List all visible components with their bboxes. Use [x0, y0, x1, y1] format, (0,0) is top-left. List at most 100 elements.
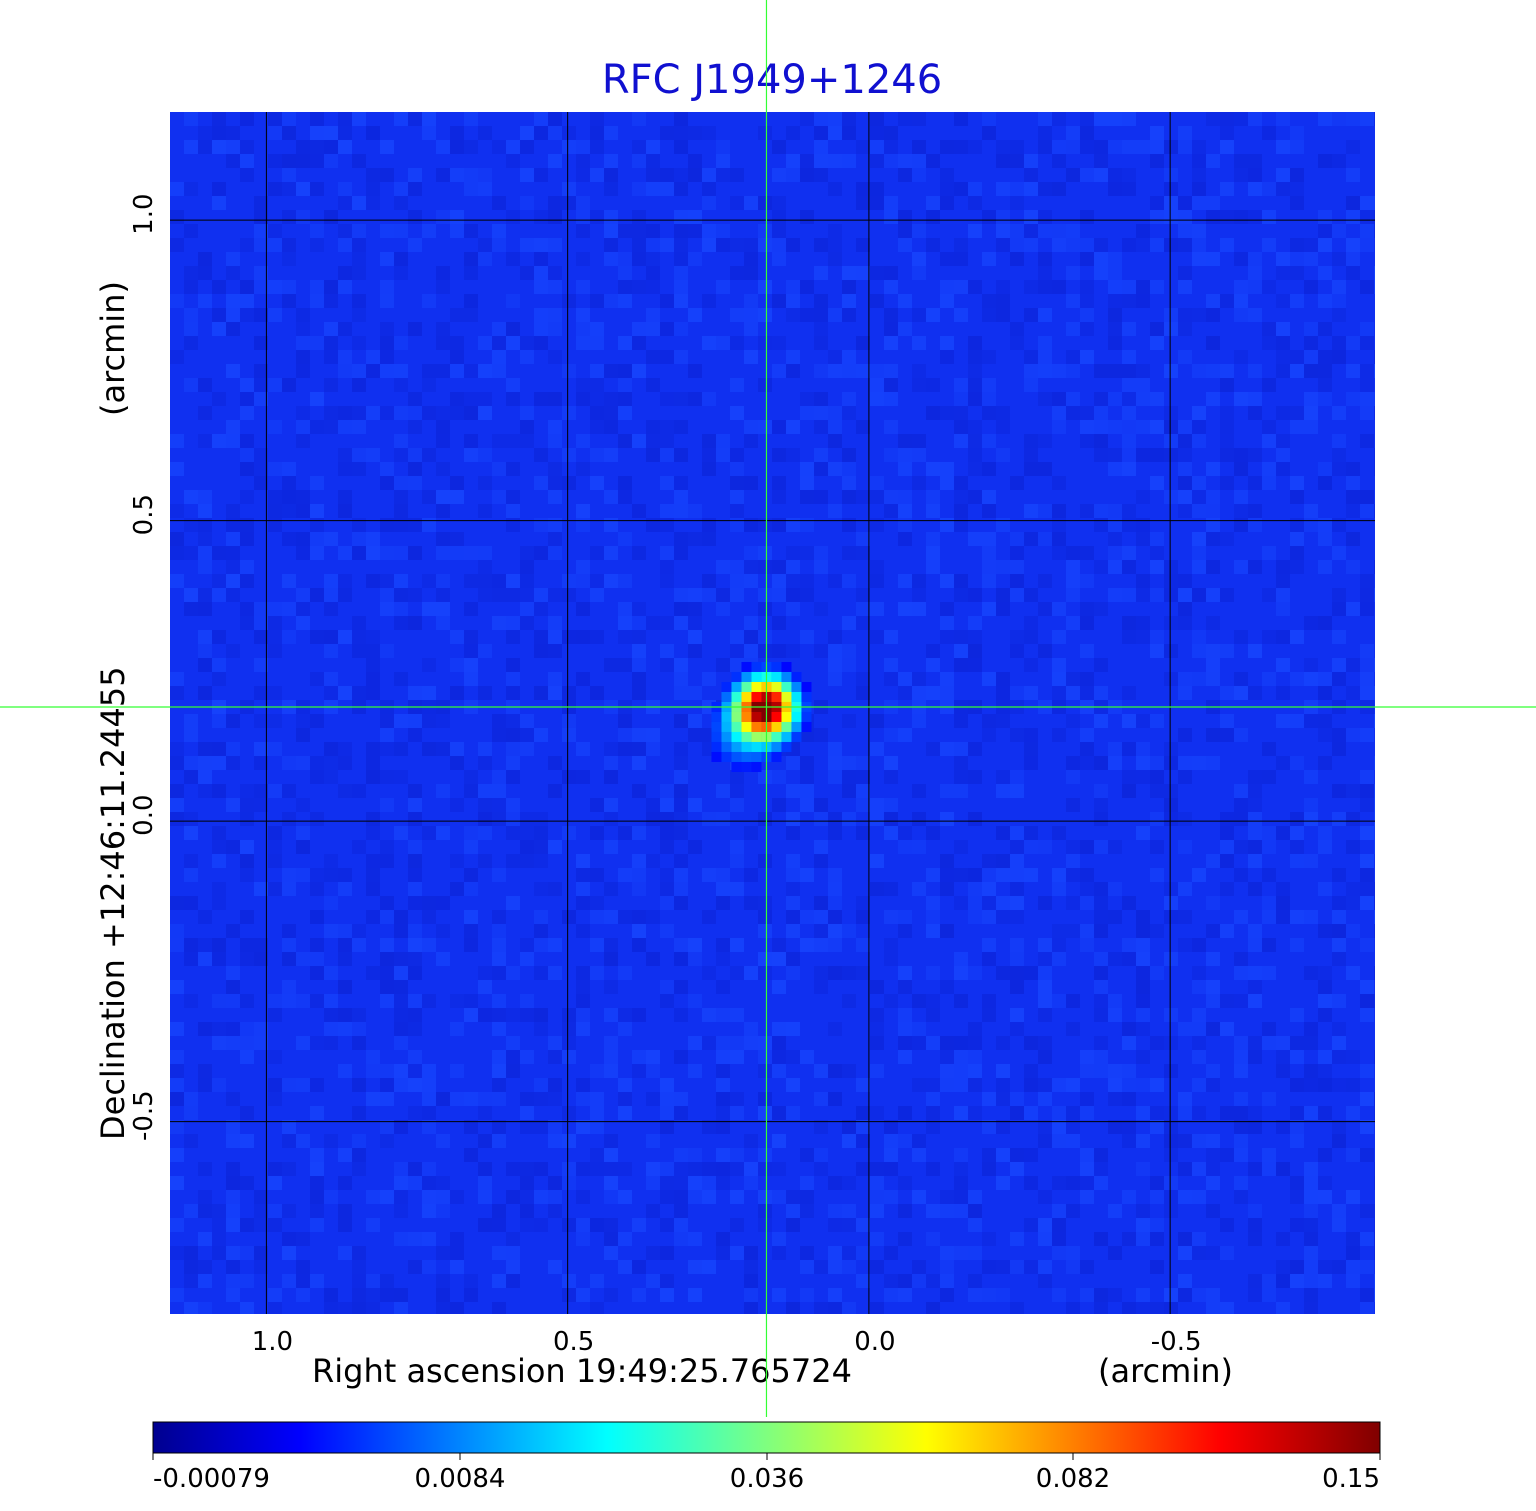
source-pixel: [771, 681, 782, 692]
noise-cell: [366, 812, 380, 826]
noise-cell: [184, 868, 198, 882]
noise-cell: [352, 462, 366, 476]
noise-cell: [226, 1274, 240, 1288]
noise-cell: [1108, 140, 1122, 154]
noise-cell: [534, 728, 548, 742]
noise-cell: [1178, 434, 1192, 448]
noise-cell: [450, 994, 464, 1008]
noise-cell: [1066, 854, 1080, 868]
noise-cell: [492, 1246, 506, 1260]
noise-cell: [548, 1204, 562, 1218]
noise-cell: [968, 1050, 982, 1064]
noise-cell: [1122, 896, 1136, 910]
noise-cell: [772, 294, 786, 308]
noise-cell: [254, 476, 268, 490]
noise-cell: [982, 490, 996, 504]
noise-cell: [828, 1176, 842, 1190]
noise-cell: [814, 308, 828, 322]
noise-cell: [1094, 1148, 1108, 1162]
noise-cell: [604, 518, 618, 532]
noise-cell: [716, 1008, 730, 1022]
noise-cell: [1346, 392, 1360, 406]
noise-cell: [1360, 1064, 1374, 1078]
noise-cell: [1220, 714, 1234, 728]
noise-cell: [338, 140, 352, 154]
noise-cell: [324, 742, 338, 756]
noise-cell: [800, 308, 814, 322]
noise-cell: [1374, 448, 1375, 462]
noise-cell: [422, 1120, 436, 1134]
noise-cell: [702, 238, 716, 252]
noise-cell: [674, 686, 688, 700]
noise-cell: [226, 980, 240, 994]
noise-cell: [1248, 840, 1262, 854]
noise-cell: [352, 532, 366, 546]
noise-cell: [996, 420, 1010, 434]
noise-cell: [786, 350, 800, 364]
noise-cell: [1066, 1246, 1080, 1260]
noise-cell: [968, 336, 982, 350]
noise-cell: [1234, 518, 1248, 532]
noise-cell: [464, 364, 478, 378]
noise-cell: [1150, 924, 1164, 938]
noise-cell: [520, 994, 534, 1008]
noise-cell: [954, 1050, 968, 1064]
noise-cell: [184, 280, 198, 294]
noise-cell: [422, 714, 436, 728]
noise-cell: [730, 504, 744, 518]
noise-cell: [1192, 1106, 1206, 1120]
noise-cell: [1290, 1120, 1304, 1134]
noise-cell: [828, 924, 842, 938]
noise-cell: [744, 1260, 758, 1274]
noise-cell: [1234, 1120, 1248, 1134]
noise-cell: [940, 1260, 954, 1274]
noise-cell: [814, 1302, 828, 1314]
noise-cell: [1024, 1176, 1038, 1190]
noise-cell: [548, 112, 562, 126]
noise-cell: [730, 658, 744, 672]
noise-cell: [366, 1274, 380, 1288]
noise-cell: [758, 1204, 772, 1218]
noise-cell: [1290, 420, 1304, 434]
noise-cell: [1346, 1106, 1360, 1120]
noise-cell: [842, 784, 856, 798]
noise-cell: [856, 966, 870, 980]
noise-cell: [814, 406, 828, 420]
noise-cell: [184, 518, 198, 532]
noise-cell: [870, 812, 884, 826]
noise-cell: [1094, 1064, 1108, 1078]
noise-cell: [170, 504, 184, 518]
noise-cell: [1290, 1050, 1304, 1064]
noise-cell: [282, 154, 296, 168]
noise-cell: [772, 938, 786, 952]
noise-cell: [548, 672, 562, 686]
noise-cell: [1164, 1064, 1178, 1078]
noise-cell: [562, 910, 576, 924]
noise-cell: [254, 686, 268, 700]
noise-cell: [940, 980, 954, 994]
noise-cell: [464, 644, 478, 658]
noise-cell: [800, 210, 814, 224]
noise-cell: [576, 336, 590, 350]
noise-cell: [870, 140, 884, 154]
noise-cell: [1262, 770, 1276, 784]
noise-cell: [660, 1218, 674, 1232]
plot-area: [170, 112, 1375, 1314]
noise-cell: [926, 994, 940, 1008]
noise-cell: [814, 1260, 828, 1274]
noise-cell: [296, 714, 310, 728]
noise-cell: [1276, 294, 1290, 308]
noise-cell: [926, 910, 940, 924]
noise-cell: [674, 420, 688, 434]
noise-cell: [1052, 518, 1066, 532]
noise-cell: [380, 546, 394, 560]
noise-cell: [492, 196, 506, 210]
noise-cell: [1150, 1218, 1164, 1232]
noise-cell: [310, 280, 324, 294]
noise-cell: [1038, 504, 1052, 518]
noise-cell: [618, 364, 632, 378]
noise-cell: [184, 1106, 198, 1120]
noise-cell: [1038, 434, 1052, 448]
noise-cell: [1248, 1218, 1262, 1232]
noise-cell: [492, 714, 506, 728]
